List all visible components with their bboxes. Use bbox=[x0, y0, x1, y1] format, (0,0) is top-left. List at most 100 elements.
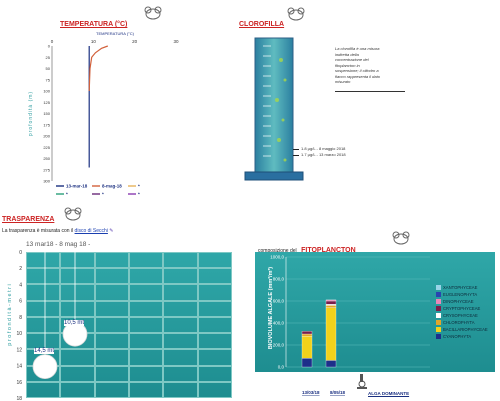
temp-y-tick: 150 bbox=[43, 111, 50, 116]
grid-cell bbox=[94, 252, 129, 269]
grid-cell bbox=[26, 381, 61, 398]
grid-cell bbox=[94, 349, 129, 366]
trasparenza-y-tick: 16 bbox=[16, 380, 22, 386]
grid-cell bbox=[60, 365, 95, 382]
phyto-legend-item: BACILLARIOPHYCEAE bbox=[436, 327, 488, 332]
phyto-y-tick: 200,0 bbox=[273, 343, 285, 348]
phyto-bar-segment bbox=[301, 331, 313, 335]
grid-cell bbox=[94, 333, 129, 350]
trasparenza-y-tick: 18 bbox=[16, 396, 22, 401]
alga-dominante-label: ALGA DOMINANTE bbox=[368, 391, 410, 396]
phyto-legend-label: EUGLENOPHYTA bbox=[443, 292, 478, 297]
grid-cell bbox=[26, 268, 61, 285]
grid-cell bbox=[163, 284, 198, 301]
phyto-bar-segment bbox=[325, 300, 337, 305]
grid-cell bbox=[94, 365, 129, 382]
temp-x-tick: 0 bbox=[51, 39, 54, 44]
phyto-legend-label: CYANOPHYTA bbox=[443, 334, 472, 339]
temp-y-tick: 125 bbox=[43, 100, 50, 105]
secchi-disk-2 bbox=[32, 354, 58, 380]
temp-x-tick: 10 bbox=[91, 39, 97, 44]
phyto-bar-segment bbox=[325, 304, 337, 306]
grid-cell bbox=[60, 349, 95, 366]
grid-cell bbox=[94, 381, 129, 398]
grid-cell bbox=[163, 365, 198, 382]
fitoplancton-chart-bg bbox=[255, 252, 495, 372]
clorofilla-title: CLOROFILLA bbox=[239, 21, 285, 28]
temp-legend-label: * bbox=[138, 192, 140, 197]
phyto-legend-item: CRYPTOPHYCEAE bbox=[436, 306, 488, 311]
phyto-legend-item: CHLOROPHYTA bbox=[436, 320, 488, 325]
grid-cell bbox=[197, 365, 232, 382]
chef-icon-3 bbox=[62, 206, 84, 224]
grid-cell bbox=[163, 300, 198, 317]
chef-icon-4 bbox=[390, 230, 412, 248]
grid-cell bbox=[26, 316, 61, 334]
trasparenza-chart: 0 2 4 6 8 10 12 14 16 18 bbox=[16, 250, 88, 401]
grid-cell bbox=[197, 252, 232, 269]
phyto-legend-swatch bbox=[436, 306, 441, 311]
disco-di-secchi-link[interactable]: disco di Secchi bbox=[74, 228, 108, 234]
temp-legend-label: 13-mar-18 bbox=[66, 184, 88, 189]
disk-1-label: 10,5 mt bbox=[64, 320, 85, 326]
temp-y-tick: 275 bbox=[43, 167, 50, 172]
temp-y-label: profondità (m) bbox=[28, 91, 34, 136]
grid-cell bbox=[163, 381, 198, 398]
grid-cell bbox=[94, 316, 129, 334]
phyto-legend-label: CHLOROPHYTA bbox=[443, 320, 475, 325]
fitoplancton-title: FITOPLANCTON bbox=[301, 247, 356, 254]
phyto-legend-label: DINOPHYCEAE bbox=[443, 299, 474, 304]
phyto-legend-item: CRYSOPHYCEAE bbox=[436, 313, 488, 318]
phyto-legend-swatch bbox=[436, 299, 441, 304]
phyto-y-tick: 600,0 bbox=[273, 299, 285, 304]
grid-cell bbox=[129, 268, 164, 285]
trasparenza-y-tick: 12 bbox=[16, 347, 22, 353]
phyto-legend-item: CYANOPHYTA bbox=[436, 334, 488, 339]
temperatura-title: TEMPERATURA (°C) bbox=[60, 21, 128, 28]
trasparenza-date-header: 13 mar18 - 8 mag 18 - bbox=[26, 241, 91, 248]
grid-cell bbox=[26, 284, 61, 301]
phyto-y-tick: 800,0 bbox=[273, 277, 285, 282]
trasparenza-y-tick: 4 bbox=[19, 282, 22, 288]
temp-y-tick: 175 bbox=[43, 122, 50, 127]
trasparenza-title: TRASPARENZA bbox=[2, 216, 55, 223]
phyto-y-tick: 400,0 bbox=[273, 321, 285, 326]
phyto-legend-item: DINOPHYCEAE bbox=[436, 299, 488, 304]
phyto-bar-segment bbox=[301, 336, 313, 359]
temp-x-tick: 20 bbox=[132, 39, 138, 44]
phyto-legend-label: BACILLARIOPHYCEAE bbox=[443, 327, 488, 332]
trasparenza-y-tick: 10 bbox=[16, 331, 22, 337]
grid-cell bbox=[94, 284, 129, 301]
temperatura-axis-top-label: TEMPERATURA (°C) bbox=[96, 31, 134, 36]
phyto-bar-segment bbox=[301, 333, 313, 337]
trasparenza-y-tick: 14 bbox=[16, 364, 22, 370]
temp-x-tick: 30 bbox=[173, 39, 179, 44]
disk-2-label: 14,5 mt bbox=[34, 348, 55, 354]
clorofilla-description: La clorofilla è una misura indiretta del… bbox=[335, 46, 380, 84]
clorofilla-reading-1: 1.8 µg/L - 8 maggio 2018 bbox=[301, 146, 346, 151]
trasparenza-y-tick: 0 bbox=[19, 250, 22, 256]
grid-cell bbox=[197, 349, 232, 366]
grid-cell bbox=[60, 381, 95, 398]
phyto-legend-label: CRYSOPHYCEAE bbox=[443, 313, 478, 318]
phyto-legend-swatch bbox=[436, 285, 441, 290]
grid-cell bbox=[197, 300, 232, 317]
grid-cell bbox=[26, 252, 61, 269]
grid-cell bbox=[94, 300, 129, 317]
temperatura-panel: TEMPERATURA (°C) TEMPERATURA (°C) 0 10 20 3… bbox=[0, 0, 215, 200]
grid-cell bbox=[129, 381, 164, 398]
grid-cell bbox=[60, 252, 95, 269]
temperatura-chart: 0 10 20 30025507510012515017520022525027530… bbox=[28, 39, 179, 197]
grid-cell bbox=[129, 349, 164, 366]
microscope-icon bbox=[355, 373, 369, 389]
fitoplancton-chart: 0,0 200,0 400,0 600,0 800,0 1000,0 13/03/18 8/0… bbox=[270, 255, 430, 395]
grid-cell bbox=[129, 284, 164, 301]
grid-cell bbox=[129, 333, 164, 350]
grid-cell bbox=[129, 316, 164, 334]
phyto-legend-item: EUGLENOPHYTA bbox=[436, 292, 488, 297]
grid-cell bbox=[60, 300, 95, 317]
grid-cell bbox=[163, 333, 198, 350]
grid-cell bbox=[197, 333, 232, 350]
grid-cell bbox=[163, 252, 198, 269]
clorofilla-underline bbox=[335, 91, 405, 92]
